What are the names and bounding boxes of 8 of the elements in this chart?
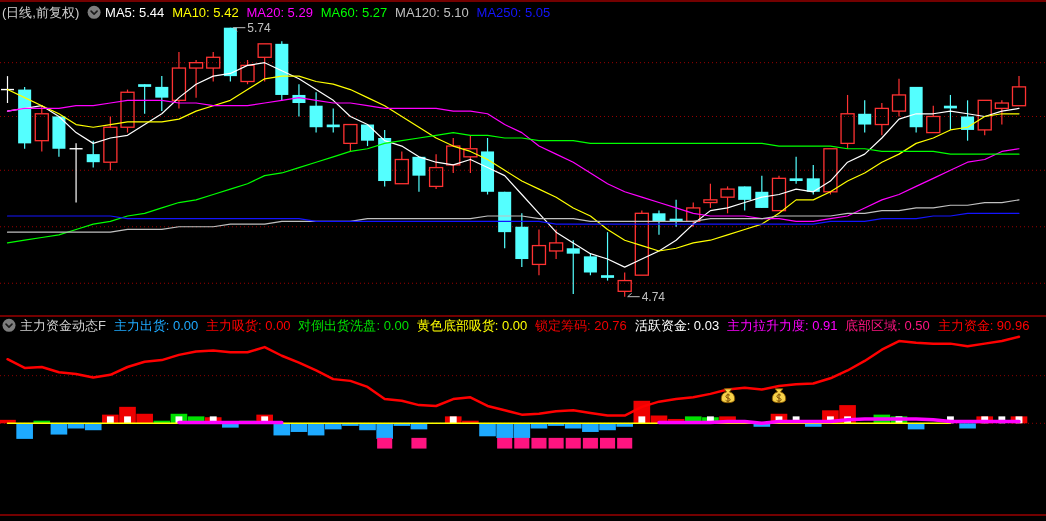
chart-title: 主力资金动态F — [20, 318, 106, 333]
legend: 主力出货: 0.00 主力吸货: 0.00 对倒出货洗盘: 0.00 黄色底部吸货: 0.00 锁定筹码: 20.76 活跃资金: 0.03 主力拉升力度: 0.91 底部区域: 0.50 主力资金: 90.96 — [113, 318, 1030, 333]
annotation: 4.74 — [641, 290, 666, 305]
annotation: 5.74 — [247, 21, 272, 36]
chart-title: (日线,前复权) — [2, 5, 80, 20]
panel-header: 主力资金动态F 主力出货: 0.00 主力吸货: 0.00 对倒出货洗盘: 0.00 黄色底部吸货: 0.00 锁定筹码: 20.76 活跃资金: 0.03 主力拉升力度: 0.91 底部区域: 0.50 主力资金: 90.96 — [2, 318, 1030, 333]
legend: MA5: 5.44 MA10: 5.42 MA20: 5.29 MA60: 5.27 MA120: 5.10 MA250: 5.05 — [105, 5, 551, 20]
panel-header: (日线,前复权) MA5: 5.44 MA10: 5.42 MA20: 5.29 MA60: 5.27 MA120: 5.10 MA250: 5.05 — [2, 5, 551, 20]
